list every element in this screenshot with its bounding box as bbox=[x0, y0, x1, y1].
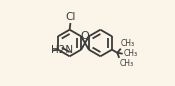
Text: CH₃: CH₃ bbox=[124, 49, 138, 58]
Text: CH₃: CH₃ bbox=[121, 39, 135, 48]
Text: CH₃: CH₃ bbox=[119, 59, 134, 68]
Text: Cl: Cl bbox=[65, 12, 76, 22]
Text: H2N: H2N bbox=[51, 45, 73, 55]
Text: O: O bbox=[81, 31, 89, 41]
